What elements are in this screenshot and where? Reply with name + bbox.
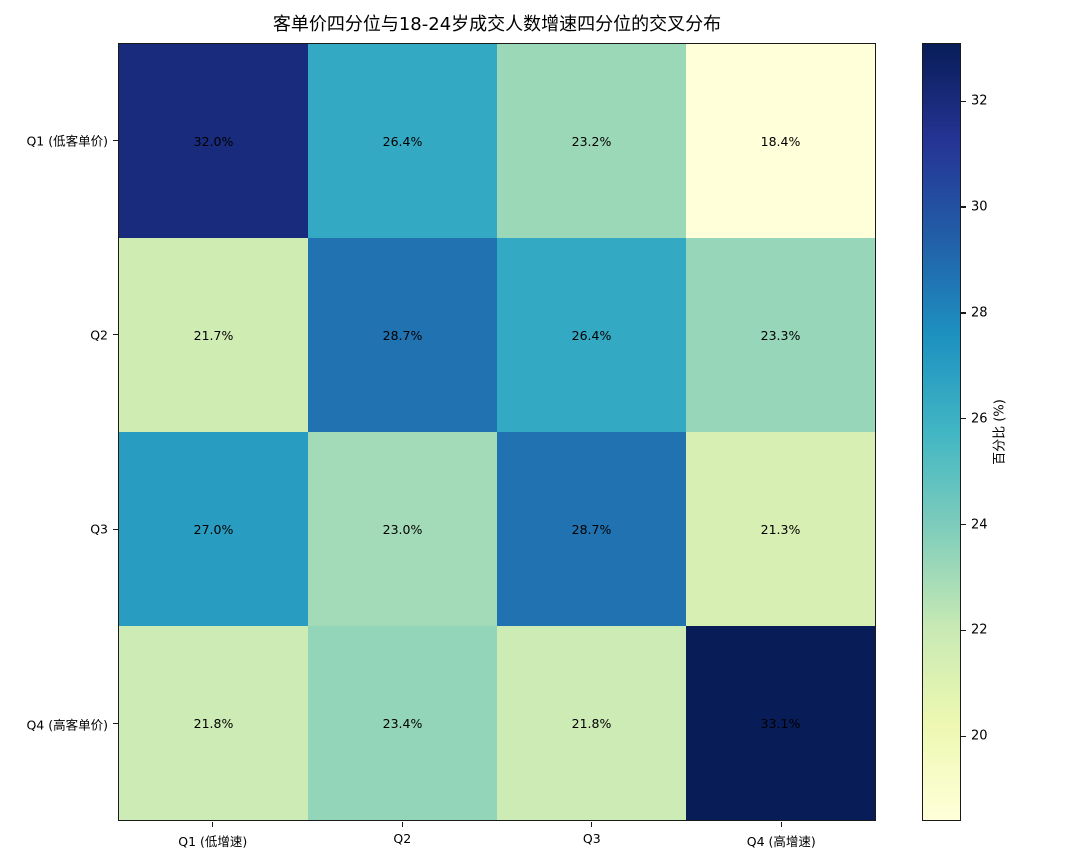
y-tick-mark [113,139,118,141]
x-tick-label-3: Q4 (高增速) [746,834,816,849]
y-tick-mark [113,723,118,725]
heatmap-cell-r3c2: 21.8% [497,626,686,820]
colorbar-tick-label: 30 [971,199,988,215]
heatmap-cell-r0c0: 32.0% [119,44,308,238]
heatmap-cell-r1c2: 26.4% [497,238,686,432]
x-tick-mark [591,822,593,827]
y-tick-mark [113,334,118,336]
y-tick-label-1: Q2 [90,327,108,343]
cell-value-label: 28.7% [382,327,423,343]
colorbar-tick-label: 20 [971,728,988,744]
heatmap-cell-r2c3: 21.3% [686,432,875,626]
cell-value-label: 33.1% [760,715,801,731]
cell-value-label: 21.3% [760,521,801,537]
y-tick-label-0: Q1 (低客单价) [26,133,108,149]
colorbar-tick-mark [961,629,966,632]
cell-value-label: 21.7% [193,327,234,343]
x-tick-label-2: Q3 [582,831,601,846]
heatmap-cell-r3c0: 21.8% [119,626,308,820]
y-tick-label-2: Q3 [90,521,108,537]
cell-value-label: 23.4% [382,715,423,731]
heatmap-cell-r3c3: 33.1% [686,626,875,820]
heatmap-grid: 32.0% 26.4% 23.2% 18.4% 21.7% 28.7% 26.4% 23.3%… [118,43,876,821]
heatmap-cell-r2c1: 23.0% [308,432,497,626]
cell-value-label: 23.0% [382,521,423,537]
colorbar-tick-label: 24 [971,517,988,533]
chart-title: 客单价四分位与18-24岁成交人数增速四分位的交叉分布 [272,14,722,35]
x-tick-label-0: Q1 (低增速) [178,834,248,849]
colorbar-tick-label: 26 [971,411,988,427]
cell-value-label: 26.4% [382,133,423,149]
colorbar-tick-mark [961,206,966,208]
x-tick-mark [212,822,214,827]
heatmap-cell-r0c3: 18.4% [686,44,875,238]
colorbar-tick-label: 28 [971,305,988,321]
colorbar-tick-mark [961,735,966,737]
cell-value-label: 21.8% [571,715,612,731]
heatmap-cell-r2c2: 28.7% [497,432,686,626]
colorbar-tick-mark [961,312,966,314]
heatmap-cell-r1c1: 28.7% [308,238,497,432]
cell-value-label: 27.0% [193,521,234,537]
x-tick-mark [401,822,403,827]
cell-value-label: 26.4% [571,327,612,343]
cell-value-label: 23.3% [760,327,801,343]
heatmap-cell-r1c0: 21.7% [119,238,308,432]
y-tick-label-3: Q4 (高客单价) [26,717,108,733]
heatmap-cell-r2c0: 27.0% [119,432,308,626]
colorbar-tick-mark [961,524,966,526]
cell-value-label: 28.7% [571,521,612,537]
heatmap-cell-r3c1: 23.4% [308,626,497,820]
colorbar-tick-mark [961,100,966,102]
heatmap-cell-r1c3: 23.3% [686,238,875,432]
x-tick-mark [780,822,782,827]
cell-value-label: 23.2% [571,133,612,149]
y-tick-mark [113,528,118,530]
colorbar [922,43,961,821]
cell-value-label: 21.8% [193,715,234,731]
colorbar-tick-label: 32 [971,93,988,109]
colorbar-tick-label: 22 [971,622,988,638]
cell-value-label: 32.0% [193,133,234,149]
colorbar-tick-mark [961,418,966,420]
colorbar-axis-label: 百分比 (%) [992,399,1008,465]
heatmap-cell-r0c1: 26.4% [308,44,497,238]
x-tick-label-1: Q2 [393,831,412,846]
heatmap-cell-r0c2: 23.2% [497,44,686,238]
cell-value-label: 18.4% [760,133,801,149]
